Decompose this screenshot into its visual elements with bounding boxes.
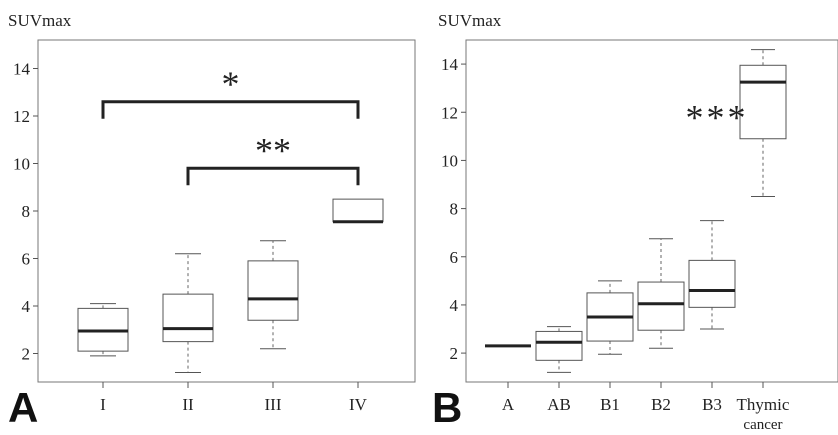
iqr-box: [637, 281, 685, 331]
x-tick-label: B3: [702, 395, 722, 414]
box-b2: [637, 238, 685, 349]
box-thymic-cancer: [739, 49, 787, 198]
y-tick-label: 10: [441, 151, 458, 170]
y-tick-label: 6: [450, 248, 459, 267]
y-tick-label: 8: [450, 200, 459, 219]
y-axis-label: SUVmax: [8, 11, 72, 30]
box-iv: [332, 198, 384, 224]
y-tick-label: 10: [13, 155, 30, 174]
box-ii: [162, 253, 214, 373]
y-tick-label: 14: [13, 60, 31, 79]
y-tick-label: 2: [450, 344, 459, 363]
y-tick-label: 6: [22, 250, 31, 269]
significance-bracket: [186, 166, 360, 186]
y-tick-label: 14: [441, 55, 459, 74]
iqr-box: [162, 293, 214, 343]
significance-marker: **: [255, 130, 291, 170]
box-iii: [247, 240, 299, 350]
panel-b: SUVmax 2 4 6 8 10 12 14 A AB B1 B2 B3 Thymic cancer ***…: [432, 11, 838, 433]
y-tick-label: 4: [22, 297, 31, 316]
x-tick-label: IV: [349, 395, 368, 414]
box-b1: [586, 280, 634, 355]
y-tick-label: 2: [22, 345, 31, 364]
significance-marker: ***: [686, 97, 749, 137]
significance-bracket: [101, 100, 360, 119]
x-tick-label: AB: [547, 395, 571, 414]
x-tick-label: I: [100, 395, 106, 414]
x-tick-label: Thymic cancer: [737, 395, 790, 433]
iqr-box: [332, 198, 384, 223]
y-tick-label: 4: [450, 296, 459, 315]
x-tick-label: B1: [600, 395, 620, 414]
x-tick-label: II: [182, 395, 194, 414]
iqr-box: [247, 260, 299, 321]
panel-letter: B: [432, 384, 462, 431]
y-tick-label: 12: [13, 107, 30, 126]
box-i: [77, 303, 129, 357]
x-tick-label: B2: [651, 395, 671, 414]
x-tick-label: III: [265, 395, 282, 414]
y-tick-label: 8: [22, 202, 31, 221]
panel-letter: A: [8, 384, 38, 431]
significance-marker: *: [222, 64, 240, 104]
iqr-box: [739, 64, 787, 140]
plot-frame: [465, 39, 838, 383]
box-ab: [535, 326, 583, 373]
iqr-box: [688, 259, 736, 308]
x-tick-label: A: [502, 395, 515, 414]
y-axis-label: SUVmax: [438, 11, 502, 30]
iqr-box: [535, 330, 583, 361]
y-tick-label: 12: [441, 103, 458, 122]
box-b3: [688, 220, 736, 330]
